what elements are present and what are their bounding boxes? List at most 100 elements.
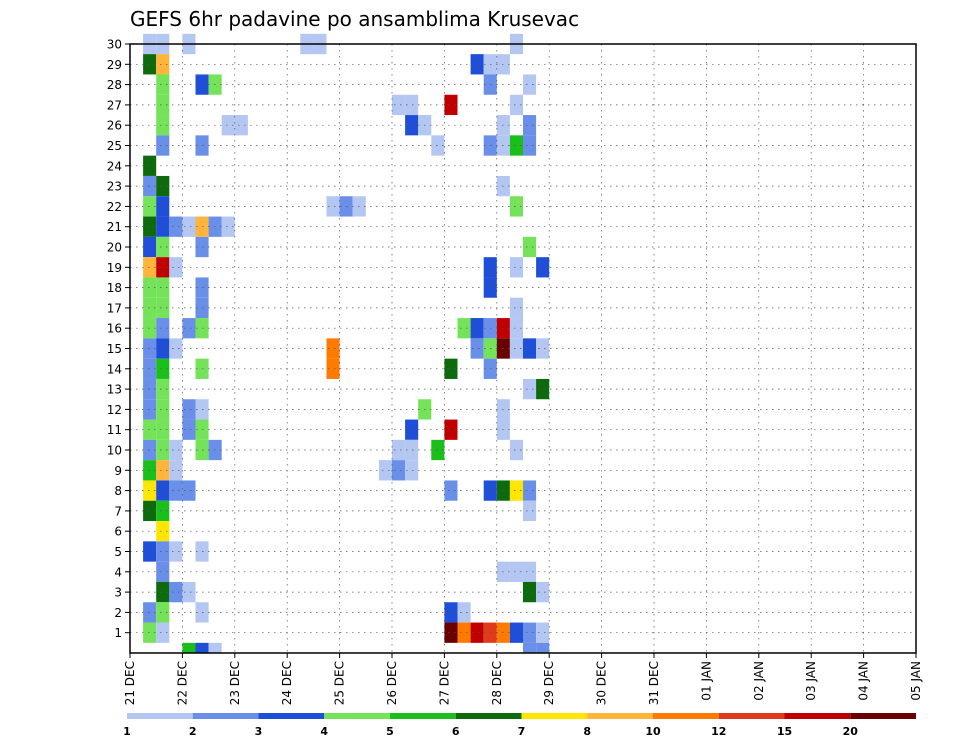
heatmap-cell — [509, 561, 523, 582]
heatmap-cell — [169, 257, 183, 278]
y-tick-label: 19 — [107, 261, 122, 275]
colorbar-label: 10 — [645, 725, 661, 738]
y-tick-label: 29 — [107, 58, 122, 72]
heatmap-cell — [143, 480, 157, 501]
heatmap-cell — [156, 480, 170, 501]
y-tick-label: 3 — [114, 586, 122, 600]
y-axis-ticks: 1234567891011121314151617181920212223242… — [107, 38, 130, 640]
y-tick-label: 20 — [107, 241, 122, 255]
y-tick-label: 28 — [107, 78, 122, 92]
colorbar-swatch — [587, 713, 653, 719]
heatmap-cell — [444, 358, 458, 379]
heatmap-cell — [156, 561, 170, 582]
heatmap-cell — [536, 338, 550, 359]
heatmap-cell — [509, 135, 523, 156]
heatmap-cell — [523, 74, 537, 95]
heatmap-cell — [143, 196, 157, 217]
colorbar-swatch — [127, 713, 193, 719]
heatmap-cell — [523, 622, 537, 643]
y-tick-label: 26 — [107, 119, 122, 133]
heatmap-cell — [156, 297, 170, 319]
y-tick-label: 7 — [114, 504, 122, 518]
heatmap-cell — [208, 642, 222, 653]
y-tick-label: 16 — [107, 322, 122, 336]
heatmap-cell — [523, 115, 537, 136]
colorbar-label: 1 — [123, 725, 131, 738]
heatmap-cell — [156, 419, 170, 440]
colorbar-swatch — [192, 713, 259, 719]
heatmap-cell — [156, 257, 170, 278]
colorbar-swatch — [850, 713, 916, 719]
x-tick-label: 28 DEC — [490, 661, 504, 705]
x-tick-label: 01 JAN — [699, 661, 713, 701]
heatmap-cell — [182, 216, 196, 237]
heatmap-cell — [444, 602, 458, 623]
y-tick-label: 2 — [114, 606, 122, 620]
y-tick-label: 9 — [114, 464, 122, 478]
y-tick-label: 14 — [107, 362, 122, 376]
heatmap-cell — [156, 216, 170, 237]
y-tick-label: 21 — [107, 220, 122, 234]
heatmap-cell — [523, 500, 537, 522]
heatmap-cell — [326, 196, 340, 217]
heatmap-cell — [470, 338, 484, 359]
heatmap-cell — [143, 338, 157, 359]
heatmap-cell — [221, 216, 235, 237]
x-tick-label: 04 JAN — [857, 661, 871, 701]
heatmap-cell — [143, 175, 157, 197]
heatmap-cell — [221, 115, 235, 136]
heatmap-cell — [156, 94, 170, 116]
y-tick-label: 22 — [107, 200, 122, 214]
heatmap-cell — [444, 94, 458, 116]
heatmap-cell — [523, 135, 537, 156]
x-tick-label: 26 DEC — [385, 661, 399, 705]
heatmap-cell — [457, 318, 471, 339]
heatmap-cell — [405, 460, 419, 481]
heatmap-cell — [234, 115, 248, 136]
heatmap-cell — [509, 622, 523, 643]
x-tick-label: 23 DEC — [228, 661, 242, 705]
y-tick-label: 12 — [107, 403, 122, 417]
colorbar-label: 15 — [777, 725, 792, 738]
y-tick-label: 17 — [107, 301, 122, 315]
heatmap-cell — [143, 439, 157, 461]
heatmap-cell — [143, 155, 157, 176]
heatmap-cell — [143, 460, 157, 481]
x-tick-label: 21 DEC — [123, 661, 137, 705]
heatmap-cell — [523, 338, 537, 359]
heatmap-cell — [169, 480, 183, 501]
heatmap-cell — [156, 74, 170, 95]
chart-title: GEFS 6hr padavine po ansamblima Krusevac — [130, 7, 579, 31]
heatmap-cell — [509, 480, 523, 501]
heatmap-cell — [143, 541, 157, 562]
y-tick-label: 25 — [107, 139, 122, 153]
colorbar-swatch — [390, 713, 456, 719]
heatmap-cell — [156, 500, 170, 522]
heatmap-cells — [143, 33, 550, 653]
heatmap-cell — [169, 216, 183, 237]
y-tick-label: 1 — [114, 626, 122, 640]
colorbar-swatch — [784, 713, 851, 719]
colorbar-swatch — [324, 713, 390, 719]
heatmap-cell — [156, 439, 170, 461]
heatmap-cell — [405, 115, 419, 136]
y-tick-label: 6 — [114, 525, 122, 539]
colorbar-label: 3 — [255, 725, 263, 738]
heatmap-cell — [156, 196, 170, 217]
y-tick-label: 8 — [114, 484, 122, 498]
heatmap-cell — [536, 581, 550, 603]
heatmap-cell — [143, 602, 157, 623]
x-tick-label: 27 DEC — [437, 661, 451, 705]
heatmap-cell — [470, 622, 484, 643]
x-tick-label: 30 DEC — [595, 661, 609, 705]
colorbar-swatch — [653, 713, 719, 719]
heatmap-cell — [156, 622, 170, 643]
heatmap-cell — [156, 460, 170, 481]
heatmap-cell — [143, 419, 157, 440]
heatmap-cell — [143, 277, 157, 298]
heatmap-cell — [457, 622, 471, 643]
heatmap-cell — [509, 94, 523, 116]
heatmap-cell — [509, 196, 523, 217]
heatmap-cell — [156, 399, 170, 420]
